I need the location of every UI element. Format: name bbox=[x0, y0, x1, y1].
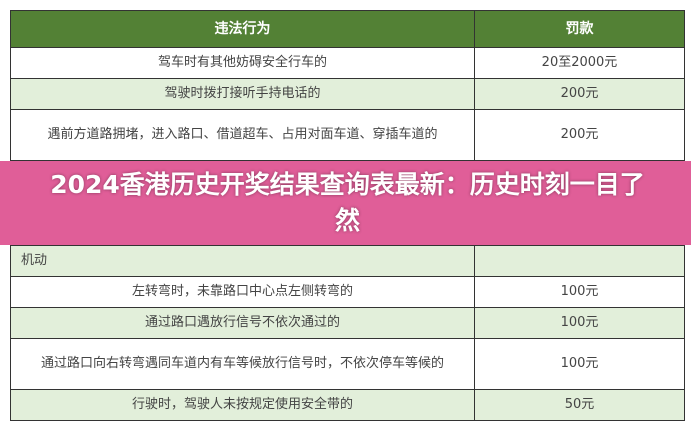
fine-cell: 50元 bbox=[474, 390, 684, 420]
fine-cell bbox=[474, 246, 684, 276]
header-fine: 罚款 bbox=[474, 11, 684, 47]
fines-table: 违法行为 罚款 驾车时有其他妨碍安全行车的 20至2000元 驾驶时拨打接听手持电… bbox=[10, 10, 685, 161]
fines-table-continued: 机动 左转弯时，未靠路口中心点左侧转弯的 100元 通过路口遇放行信号不依次通过的… bbox=[10, 245, 685, 421]
fine-cell: 100元 bbox=[474, 308, 684, 338]
table-row: 行驶时，驾驶人未按规定使用安全带的 50元 bbox=[11, 390, 684, 421]
table-header: 违法行为 罚款 bbox=[11, 11, 684, 48]
fine-cell: 20至2000元 bbox=[474, 48, 684, 78]
behavior-cell: 驾驶时拨打接听手持电话的 bbox=[11, 79, 474, 109]
behavior-cell: 机动 bbox=[11, 246, 474, 276]
fine-cell: 200元 bbox=[474, 79, 684, 109]
page-content: 违法行为 罚款 驾车时有其他妨碍安全行车的 20至2000元 驾驶时拨打接听手持电… bbox=[0, 10, 691, 421]
fine-cell: 100元 bbox=[474, 339, 684, 389]
table-row: 通过路口向右转弯遇同车道内有车等候放行信号时，不依次停车等候的 100元 bbox=[11, 339, 684, 390]
behavior-cell: 通过路口遇放行信号不依次通过的 bbox=[11, 308, 474, 338]
fine-cell: 100元 bbox=[474, 277, 684, 307]
behavior-cell: 通过路口向右转弯遇同车道内有车等候放行信号时，不依次停车等候的 bbox=[40, 356, 444, 371]
table-row: 机动 bbox=[11, 245, 684, 277]
table-row: 通过路口遇放行信号不依次通过的 100元 bbox=[11, 308, 684, 339]
header-behavior: 违法行为 bbox=[214, 21, 271, 37]
table-row: 驾车时有其他妨碍安全行车的 20至2000元 bbox=[11, 48, 684, 79]
behavior-cell: 遇前方道路拥堵，进入路口、借道超车、占用对面车道、穿插车道的 bbox=[47, 127, 438, 142]
title-banner: 2024香港历史开奖结果查询表最新：历史时刻一目了然 bbox=[0, 161, 691, 245]
banner-title: 2024香港历史开奖结果查询表最新：历史时刻一目了然 bbox=[50, 170, 645, 235]
table-row: 遇前方道路拥堵，进入路口、借道超车、占用对面车道、穿插车道的 200元 bbox=[11, 110, 684, 161]
behavior-cell: 行驶时，驾驶人未按规定使用安全带的 bbox=[11, 390, 474, 420]
table-row: 驾驶时拨打接听手持电话的 200元 bbox=[11, 79, 684, 110]
behavior-cell: 左转弯时，未靠路口中心点左侧转弯的 bbox=[131, 284, 353, 299]
fine-cell: 200元 bbox=[474, 110, 684, 160]
behavior-cell: 驾车时有其他妨碍安全行车的 bbox=[157, 55, 327, 70]
table-row: 左转弯时，未靠路口中心点左侧转弯的 100元 bbox=[11, 277, 684, 308]
